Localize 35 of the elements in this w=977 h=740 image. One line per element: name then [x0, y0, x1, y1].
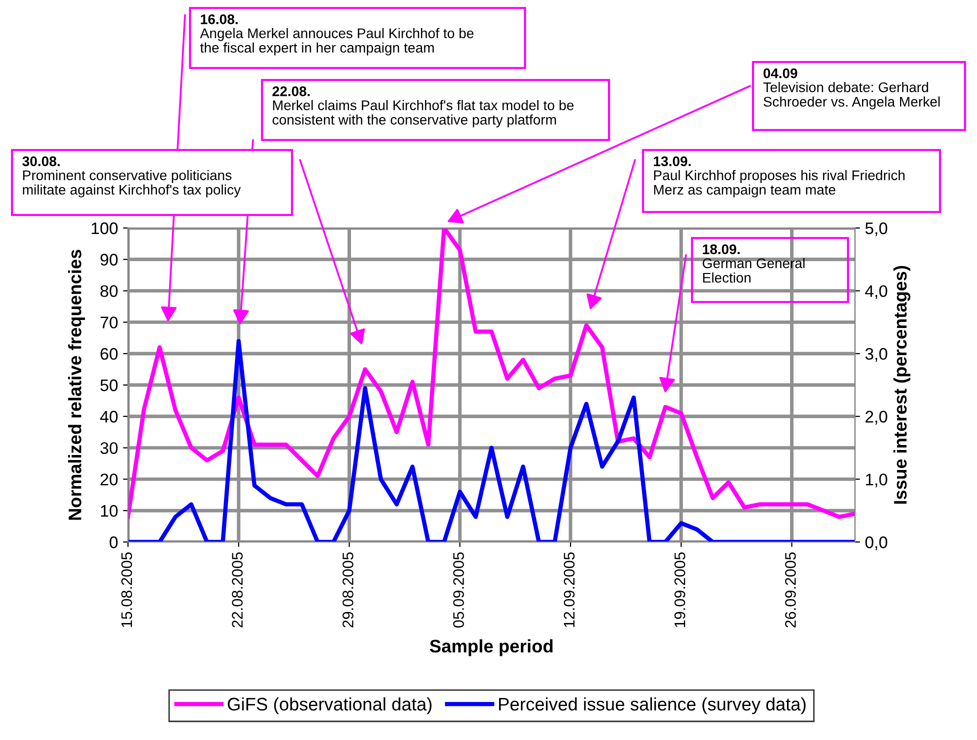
x-tick-label: 19.09.2005	[674, 552, 686, 628]
text: 13.09. Paul Kirchhof proposes his rival Friedrich Merz as campaign team mate	[654, 156, 905, 198]
annotation: 18.09. German General Election	[702, 244, 805, 283]
y2-tick-label: 3,0	[865, 348, 888, 362]
legend-label: Perceived issue salience (survey data)	[499, 697, 806, 714]
y2-tick-label: 2,0	[866, 410, 888, 425]
y-tick-label: 90	[100, 254, 118, 266]
y2-tick-label: 4,0	[865, 285, 888, 299]
x-tick-label: 22.08.2005	[232, 552, 243, 628]
text: 04.09 Television debate: Gerhard Schroeder vs. Angela Merkel	[763, 68, 940, 110]
y-tick-label: 10	[101, 505, 118, 517]
y-axis-title: Normalized relative frequencies	[68, 250, 85, 520]
y-tick-label: 50	[100, 379, 118, 392]
text: 16.08. Angela Merkel annouces Paul Kirchhof to be the fiscal expert in her campaign team	[200, 14, 474, 56]
y2-tick-label: 1,0	[866, 474, 888, 488]
legend-label: GiFS (observational data)	[228, 697, 432, 714]
y-tick-label: 80	[100, 285, 118, 298]
x-tick-label: 12.09.2005	[564, 552, 575, 628]
y2-tick-label: 0,0	[865, 536, 888, 550]
x-tick-label: 29.08.2005	[342, 552, 354, 628]
y-tick-label: 30	[100, 442, 118, 454]
x-tick-label: 15.08.2005	[121, 552, 132, 628]
y-tick-label: 40	[100, 410, 118, 423]
y-tick-label: 0	[110, 536, 118, 548]
y-tick-label: 70	[100, 316, 118, 328]
y-tick-label: 100	[92, 222, 118, 234]
y-tick-label: 20	[100, 474, 118, 486]
y2-axis-title: Issue interest (percentages)	[893, 266, 910, 504]
x-tick-label: 05.09.2005	[453, 552, 464, 628]
y2-tick-label: 5,0	[865, 222, 888, 236]
y-tick-label: 60	[100, 348, 118, 360]
x-tick-label: 26.09.2005	[785, 552, 796, 628]
text: 30.08. Prominent conservative politicians militate against Kirchhof's tax policy	[22, 156, 241, 198]
text: 22.08. Merkel claims Paul Kirchhof's flat tax model to be consistent with the conservative party platform	[272, 86, 574, 128]
x-axis-title: Sample period	[430, 639, 553, 656]
